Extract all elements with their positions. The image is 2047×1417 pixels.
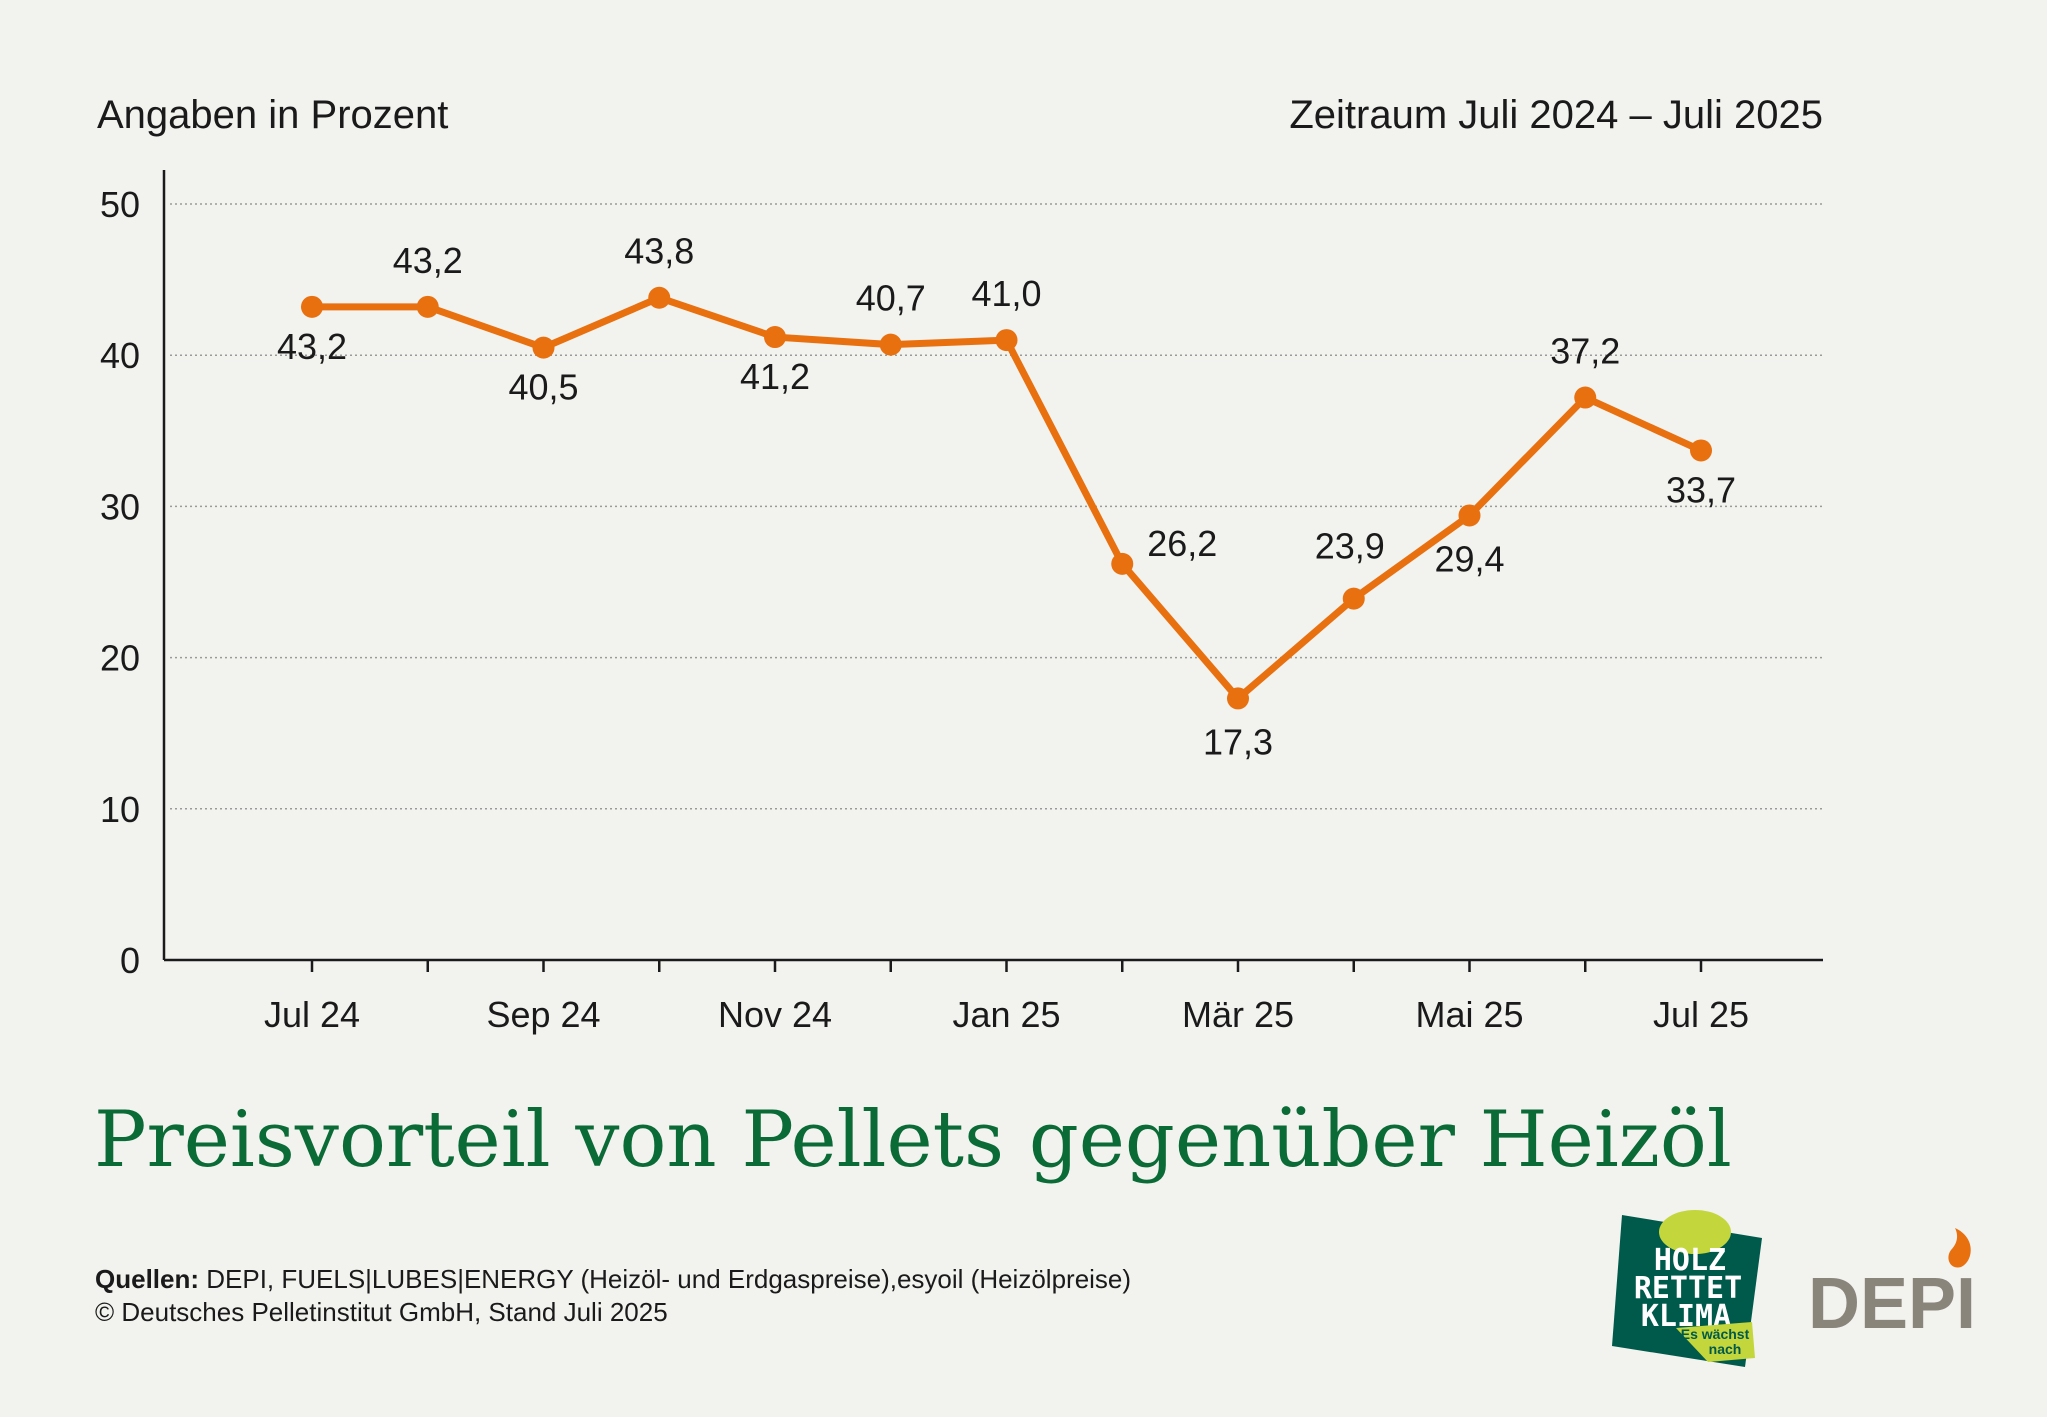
data-point — [1690, 439, 1712, 462]
y-tick-label: 50 — [100, 184, 140, 225]
data-point — [1111, 552, 1134, 575]
data-point — [1227, 687, 1249, 710]
data-point — [764, 326, 786, 349]
x-tick-label: Mär 25 — [1182, 994, 1294, 1035]
y-tick-label: 30 — [100, 486, 140, 527]
svg-text:HOLZ: HOLZ — [1654, 1243, 1726, 1278]
data-point — [879, 333, 902, 356]
sources-text: DEPI, FUELS|LUBES|ENERGY (Heizöl- und Er… — [199, 1264, 1131, 1294]
data-label: 41,2 — [740, 356, 810, 397]
data-point — [1458, 504, 1481, 527]
data-label: 33,7 — [1666, 469, 1736, 510]
flame-icon — [1948, 1228, 1971, 1268]
data-label: 40,5 — [508, 367, 578, 408]
y-tick-label: 10 — [100, 789, 140, 830]
data-point — [648, 286, 671, 309]
data-point — [301, 295, 323, 318]
data-label: 40,7 — [856, 278, 926, 319]
series-line — [312, 294, 1703, 702]
x-tick-label: Mai 25 — [1415, 994, 1523, 1035]
data-label: 26,2 — [1147, 523, 1217, 564]
svg-text:RETTET: RETTET — [1634, 1271, 1742, 1306]
copyright: © Deutsches Pelletinstitut GmbH, Stand J… — [95, 1297, 668, 1327]
data-label: 29,4 — [1434, 538, 1504, 579]
period-note: Zeitraum Juli 2024 – Juli 2025 — [1289, 93, 1823, 137]
data-point — [995, 329, 1018, 352]
data-point — [1574, 386, 1597, 409]
data-label: 17,3 — [1203, 721, 1273, 762]
x-tick-label: Nov 24 — [718, 994, 832, 1035]
x-tick-label: Sep 24 — [486, 994, 600, 1035]
svg-text:Es wächst: Es wächst — [1681, 1326, 1750, 1342]
unit-note: Angaben in Prozent — [97, 93, 448, 137]
data-label: 43,2 — [393, 240, 463, 281]
data-point — [532, 336, 555, 359]
y-tick-label: 0 — [120, 940, 140, 981]
svg-text:DEPI: DEPI — [1808, 1264, 1976, 1344]
depi-logo: DEPI — [1808, 1228, 1976, 1344]
data-label: 43,2 — [277, 326, 347, 367]
x-tick-label: Jul 24 — [264, 994, 360, 1035]
x-tick-label: Jan 25 — [952, 994, 1060, 1035]
data-label: 41,0 — [971, 273, 1041, 314]
data-label: 37,2 — [1550, 331, 1620, 372]
sources-label: Quellen: — [95, 1264, 199, 1294]
data-point — [416, 295, 439, 318]
sources: Quellen: DEPI, FUELS|LUBES|ENERGY (Heizö… — [95, 1264, 1131, 1294]
data-point — [1342, 587, 1365, 610]
y-tick-label: 20 — [100, 638, 140, 679]
svg-text:nach: nach — [1709, 1341, 1742, 1357]
x-tick-label: Jul 25 — [1653, 994, 1749, 1035]
y-tick-label: 40 — [100, 335, 140, 376]
data-label: 23,9 — [1315, 526, 1385, 567]
holz-rettet-klima-logo: HOLZ RETTET KLIMA Es wächst nach — [1612, 1210, 1762, 1367]
chart-title: Preisvorteil von Pellets gegenüber Heizö… — [94, 1095, 1732, 1185]
data-label: 43,8 — [624, 231, 694, 272]
